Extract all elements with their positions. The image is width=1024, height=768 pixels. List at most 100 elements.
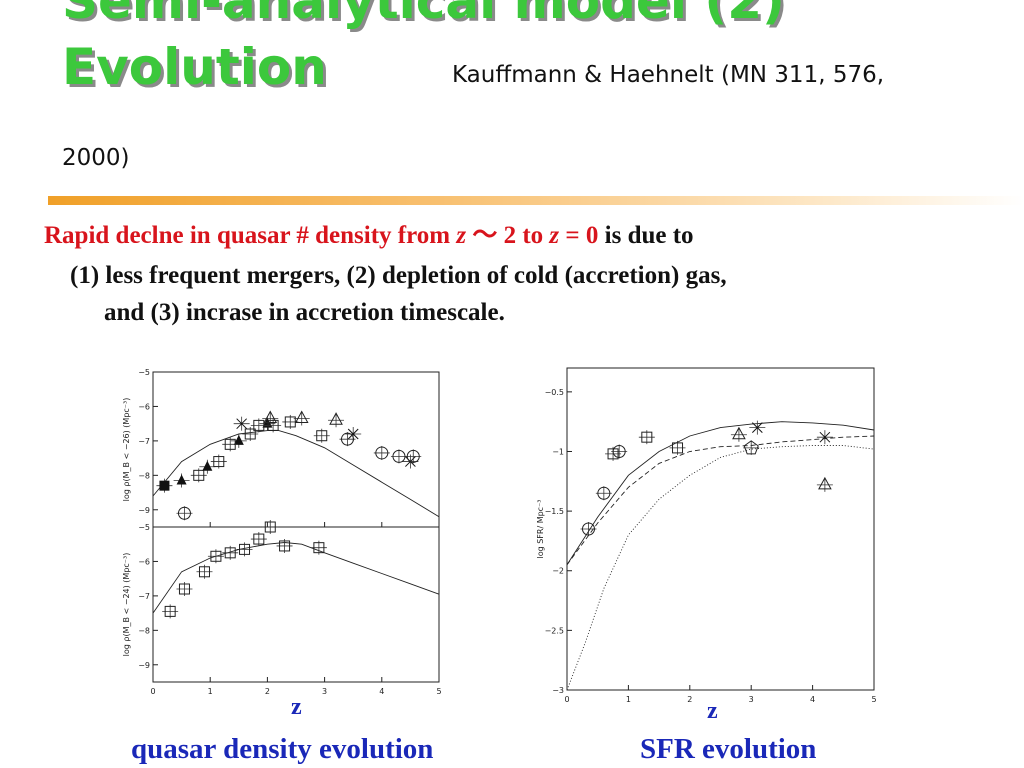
model-curve-dotted [566, 445, 875, 691]
data-point-5 [239, 543, 251, 555]
quasar-density-figure: −9 −8 −7 −6 −5 log ρ(M_B < −26) (Mpc⁻³) −9 −8 −7… [122, 368, 442, 696]
y-tick-label-2: −7 [138, 437, 150, 446]
x-tick-label-5: 5 [871, 695, 876, 704]
data-point-7 [264, 521, 276, 533]
x-tick-label-1: 1 [626, 695, 631, 704]
data-point-7 [213, 456, 225, 468]
title-divider [48, 196, 1024, 205]
data-point-1 [193, 469, 205, 481]
body-line-2: (1) less frequent mergers, (2) depletion… [70, 262, 727, 289]
data-point-6 [177, 506, 191, 520]
plot-frame-bottom-left [152, 526, 440, 683]
data-point-12 [284, 416, 296, 428]
two-to-text: 2 to [503, 222, 550, 249]
data-point-2 [198, 566, 210, 578]
data-point-7 [743, 440, 759, 455]
data-point-11 [267, 419, 279, 431]
sfr-evolution-figure: −3 −2.5 −2 −1.5 −1 −0.5 0 1 2 3 4 5 log SFR/ Mpc⁻³ [536, 367, 877, 704]
x-tick-label-2: 2 [687, 695, 692, 704]
data-point-10 [253, 419, 265, 431]
model-curve [152, 430, 440, 518]
data-point-17-b [347, 428, 359, 440]
y-axis-label: log SFR/ Mpc⁻³ [536, 499, 545, 558]
slide-title-line1: Semi-analytical model (2) [62, 0, 785, 30]
x-tick-label-2: 2 [265, 687, 270, 696]
y-axis-label: log ρ(M_B < −24) (Mpc⁻³) [122, 553, 131, 657]
y-tick-label-5: −0.5 [545, 388, 564, 397]
y-tick-label-0: −3 [552, 686, 564, 695]
rapid-decline-text: Rapid declne in quasar # density from [44, 222, 457, 249]
y-tick-label-3: −6 [138, 402, 150, 411]
z-symbol: z [456, 222, 467, 249]
right-figure-caption: SFR evolution [640, 733, 817, 765]
left-figure-caption: quasar density evolution [131, 733, 434, 765]
plot-frame-right [566, 367, 875, 691]
x-tick-label-0: 0 [150, 687, 155, 696]
y-tick-label-0: −9 [138, 506, 150, 515]
due-to-text: is due to [598, 222, 694, 249]
y-tick-label-3: −1.5 [545, 507, 564, 516]
left-x-axis-label: z [291, 694, 302, 720]
y-tick-label-0: −9 [138, 661, 150, 670]
data-point-10 [818, 476, 832, 490]
x-tick-label-3: 3 [749, 695, 754, 704]
y-tick-label-3: −6 [138, 557, 150, 566]
x-tick-label-1: 1 [208, 687, 213, 696]
data-point-4 [224, 547, 236, 559]
data-point-3 [607, 448, 619, 460]
data-point-6 [732, 426, 746, 440]
equals-zero-text: = 0 [559, 222, 599, 249]
data-point-16-b [236, 418, 248, 430]
panel-right: −3 −2.5 −2 −1.5 −1 −0.5 0 1 2 3 4 5 log SFR/ Mpc⁻³ [536, 367, 877, 704]
data-point-6 [253, 533, 265, 545]
highlight-text: Rapid declne in quasar # density from z … [44, 222, 598, 249]
right-x-axis-label: z [707, 698, 718, 724]
data-point-19 [316, 430, 328, 442]
y-tick-label-4: −5 [138, 523, 150, 532]
data-point-22 [392, 449, 406, 463]
data-point-8-b [751, 422, 763, 433]
body-line-3: and (3) incrase in accretion timescale. [104, 299, 505, 326]
data-point-0 [164, 605, 176, 617]
data-point-0 [159, 480, 170, 491]
panel-top-left: −9 −8 −7 −6 −5 log ρ(M_B < −26) (Mpc⁻³) [122, 368, 440, 528]
data-point-9 [244, 428, 256, 440]
data-point-15 [329, 412, 343, 425]
x-tick-label-3: 3 [322, 687, 327, 696]
data-point-4 [233, 434, 244, 445]
data-point-4 [641, 431, 653, 443]
y-tick-label-1: −2.5 [545, 626, 564, 635]
tilde-symbol: ～ [466, 222, 504, 249]
reference-citation: Kauffmann & Haehnelt (MN 311, 576, [452, 62, 885, 88]
data-point-5 [672, 442, 684, 454]
y-tick-label-2: −2 [552, 567, 564, 576]
z-symbol: z [549, 222, 560, 249]
x-tick-label-4: 4 [379, 687, 384, 696]
data-point-21 [375, 446, 389, 460]
data-point-1 [597, 486, 611, 500]
y-tick-label-1: −8 [138, 626, 150, 635]
plot-frame-top-left [152, 371, 440, 528]
data-point-9 [313, 542, 325, 554]
panel-bottom-left: −9 −8 −7 −6 −5 0 1 2 3 4 5 log ρ(M_B < −24) (Mpc⁻³) [122, 520, 442, 696]
reference-citation-year: 2000) [62, 145, 130, 171]
data-point-1 [178, 583, 190, 595]
y-axis-label: log ρ(M_B < −26) (Mpc⁻³) [122, 398, 131, 502]
model-curve [152, 542, 440, 614]
x-tick-label-5: 5 [436, 687, 441, 696]
data-point-13 [263, 410, 278, 423]
data-point-9-b [819, 431, 831, 443]
x-tick-label-4: 4 [810, 695, 815, 704]
data-point-3 [202, 460, 213, 471]
y-tick-label-1: −8 [138, 471, 150, 480]
x-tick-label-0: 0 [564, 695, 569, 704]
data-point-8 [279, 540, 291, 552]
data-point-0 [581, 522, 595, 536]
data-point-20 [340, 432, 354, 446]
data-point-2 [176, 474, 187, 485]
data-point-14 [294, 410, 309, 423]
data-point-3 [210, 550, 222, 562]
y-tick-label-2: −7 [138, 592, 150, 601]
body-line-1: Rapid declne in quasar # density from z … [44, 222, 694, 250]
model-curve-solid [566, 421, 875, 566]
